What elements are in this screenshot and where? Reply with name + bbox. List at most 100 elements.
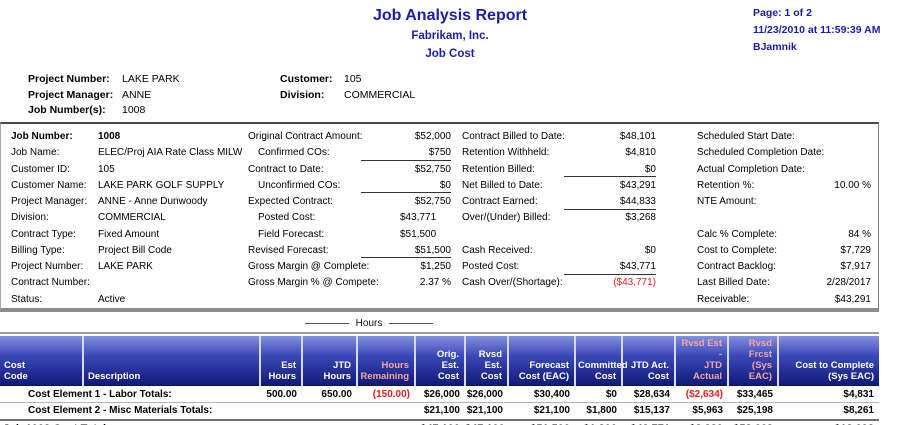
detail-value: COMMERCIAL [98, 212, 166, 224]
detail-value [564, 293, 656, 308]
detail-label: Contract Earned: [462, 196, 538, 207]
detail-label: Gross Margin @ Complete: [248, 261, 370, 272]
detail-row: Project Number: LAKE PARK [11, 259, 243, 275]
criteria-right-column: Customer: 105 Division: COMMERCIAL [280, 72, 415, 103]
detail-label: Unconfirmed COs: [258, 179, 341, 191]
detail-label: Retention %: [697, 179, 755, 191]
detail-value: 105 [98, 163, 115, 175]
detail-row: Project Manager: ANNE - Anne Dunwoody [11, 194, 243, 210]
job-detail-box: Job Number: 1008 Job Name: ELEC/Proj AIA R… [0, 122, 879, 312]
criteria-label: Job Number(s): [28, 104, 106, 116]
detail-value: $750 [361, 146, 451, 161]
detail-label: Status: [11, 293, 43, 305]
report-datetime: 11/23/2010 at 11:59:39 AM [753, 24, 881, 36]
cell-est-hours [260, 402, 302, 421]
detail-row [248, 292, 451, 308]
detail-label: Posted Cost: [462, 261, 520, 272]
col-header-rvsd-est-cost: Rvsd Est. Cost [464, 336, 508, 386]
detail-label: Billing Type: [11, 244, 65, 256]
detail-value: $7,917 [840, 261, 871, 272]
detail-row: Calc % Complete: 84 % [697, 227, 871, 243]
detail-row: Last Billed Date: 2/28/2017 [697, 275, 871, 291]
cell-committed-cost: $1,800 [575, 420, 622, 425]
detail-value: $1,250 [420, 261, 451, 272]
job-cost-totals-row: Job 1008 Cost Totals: $47,100 $47,100 $5… [0, 420, 879, 425]
detail-row: Receivable: $43,291 [697, 292, 871, 308]
detail-row: NTE Amount: [697, 194, 871, 210]
detail-row [697, 210, 871, 226]
detail-column-contract: Original Contract Amount: $52,000 Confirm… [248, 129, 451, 308]
detail-value: $43,771 [564, 260, 656, 275]
detail-label: Job Name: [11, 147, 60, 159]
detail-column-billing: Contract Billed to Date: $48,101 Retentio… [462, 129, 656, 308]
cell-forecast-cost-eac: $30,400 [508, 385, 575, 403]
detail-label: Gross Margin % @ Compete: [248, 277, 379, 289]
criteria-row: Customer: 105 [280, 72, 415, 88]
cell-rvsd-est-minus-jtd: $3,329 [675, 420, 728, 425]
detail-row: Division: COMMERCIAL [11, 210, 243, 226]
detail-row: Contract Backlog: $7,917 [697, 259, 871, 275]
col-header-committed-cost: Committed Cost [574, 336, 628, 386]
hours-section-divider: Hours [305, 316, 433, 330]
detail-row: Expected Contract: $52,750 [248, 194, 451, 210]
detail-label: Net Billed to Date: [462, 179, 543, 191]
cost-element-row-misc-materials: Cost Element 2 - Misc Materials Totals: … [0, 402, 879, 421]
page-info-block: Page: 1 of 2 11/23/2010 at 11:59:39 AM B… [753, 5, 900, 56]
detail-label: Receivable: [697, 293, 750, 305]
page-number: Page: 1 of 2 [753, 7, 812, 19]
cell-rvsd-frcst-sys-eac: $58,663 [728, 420, 778, 425]
detail-row [462, 227, 656, 243]
criteria-row: Job Number(s): 1008 [28, 103, 180, 119]
divider-line [305, 322, 349, 324]
detail-value: $43,291 [619, 179, 656, 191]
row-label: Job 1008 Cost Totals: [0, 420, 260, 425]
detail-value: 2/28/2017 [826, 277, 872, 289]
cell-orig-est-cost: $21,100 [415, 402, 465, 421]
cell-orig-est-cost: $26,000 [415, 385, 465, 403]
detail-value: Project Bill Code [98, 244, 172, 256]
cell-hours-remaining: (150.00) [357, 385, 415, 403]
title-block: Job Analysis Report Fabrikam, Inc. Job C… [0, 7, 900, 60]
detail-label: Scheduled Start Date: [697, 131, 795, 142]
detail-value: $43,771 [400, 212, 437, 224]
detail-row: Contract to Date: $52,750 [248, 162, 451, 178]
detail-label: Contract Number: [11, 277, 90, 289]
criteria-value: 1008 [122, 104, 146, 116]
page-title: Job Analysis Report [372, 7, 528, 24]
detail-label: Scheduled Completion Date: [697, 147, 825, 159]
detail-value: $7,729 [840, 244, 871, 256]
detail-row: Revised Forecast: $51,500 [248, 243, 451, 259]
detail-label: Expected Contract: [248, 196, 334, 207]
detail-label: Contract Backlog: [697, 261, 776, 272]
detail-value [767, 146, 871, 161]
cell-hours-remaining [357, 420, 415, 425]
cell-cost-to-complete: $4,831 [778, 385, 879, 403]
criteria-value: ANNE [122, 88, 152, 101]
detail-value: Fixed Amount [98, 228, 160, 240]
detail-value: ANNE - Anne Dunwoody [98, 196, 208, 207]
detail-label: Contract Billed to Date: [462, 131, 565, 142]
detail-row: Gross Margin @ Complete: $1,250 [248, 259, 451, 275]
detail-row: Cost to Complete: $7,729 [697, 243, 871, 259]
detail-value: 1008 [98, 131, 121, 142]
detail-label: Calc % Complete: [697, 228, 778, 240]
detail-row: Job Name: ELEC/Proj AIA Rate Class MILW [11, 145, 243, 161]
cell-hours-remaining [357, 402, 415, 421]
detail-value: $0 [564, 163, 656, 177]
cell-rvsd-frcst-sys-eac: $33,465 [728, 385, 778, 403]
cell-jtd-hours: 650.00 [302, 385, 357, 403]
col-header-rvsd-est-minus-jtd: Rvsd Est - JTD Actual [674, 336, 728, 386]
cell-rvsd-est-cost: $21,100 [465, 402, 508, 421]
detail-value: LAKE PARK [98, 261, 153, 272]
detail-value: LAKE PARK GOLF SUPPLY [98, 179, 225, 191]
detail-column-schedule: Scheduled Start Date: Scheduled Completi… [697, 129, 871, 308]
detail-value: $51,500 [400, 228, 437, 240]
detail-label: Customer Name: [11, 179, 87, 191]
detail-row: Gross Margin % @ Compete: 2.37 % [248, 275, 451, 291]
detail-label: Field Forecast: [258, 228, 325, 240]
col-header-est-hours: Est Hours [259, 336, 302, 386]
detail-value: 84 % [848, 228, 871, 240]
detail-row: Retention %: 10.00 % [697, 178, 871, 194]
detail-label: Customer ID: [11, 163, 70, 175]
detail-row: Cash Received: $0 [462, 243, 656, 259]
